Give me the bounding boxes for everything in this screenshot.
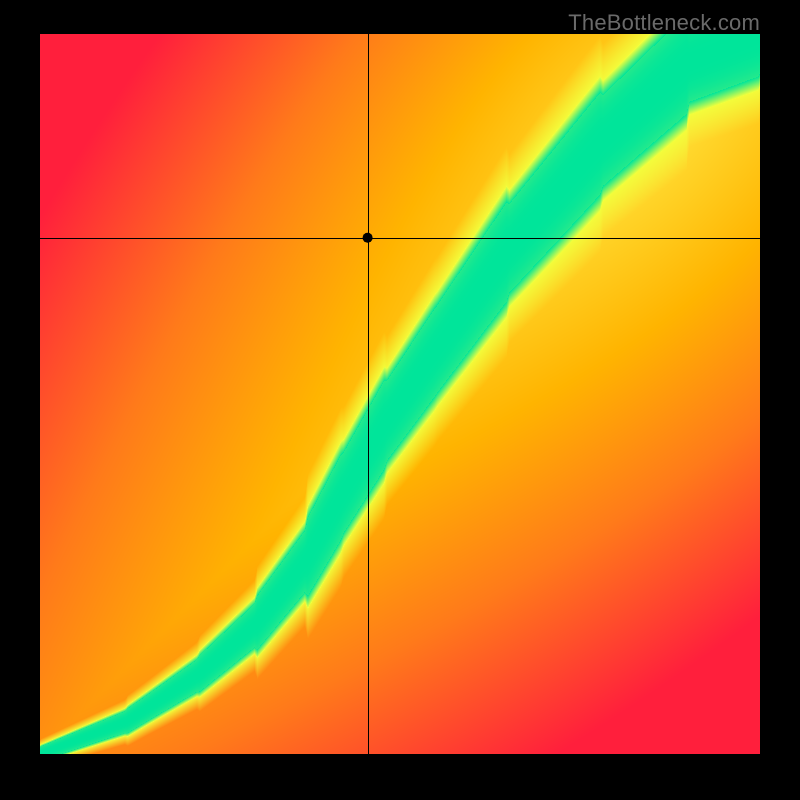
watermark-text: TheBottleneck.com <box>568 10 760 36</box>
bottleneck-heatmap <box>40 34 760 754</box>
